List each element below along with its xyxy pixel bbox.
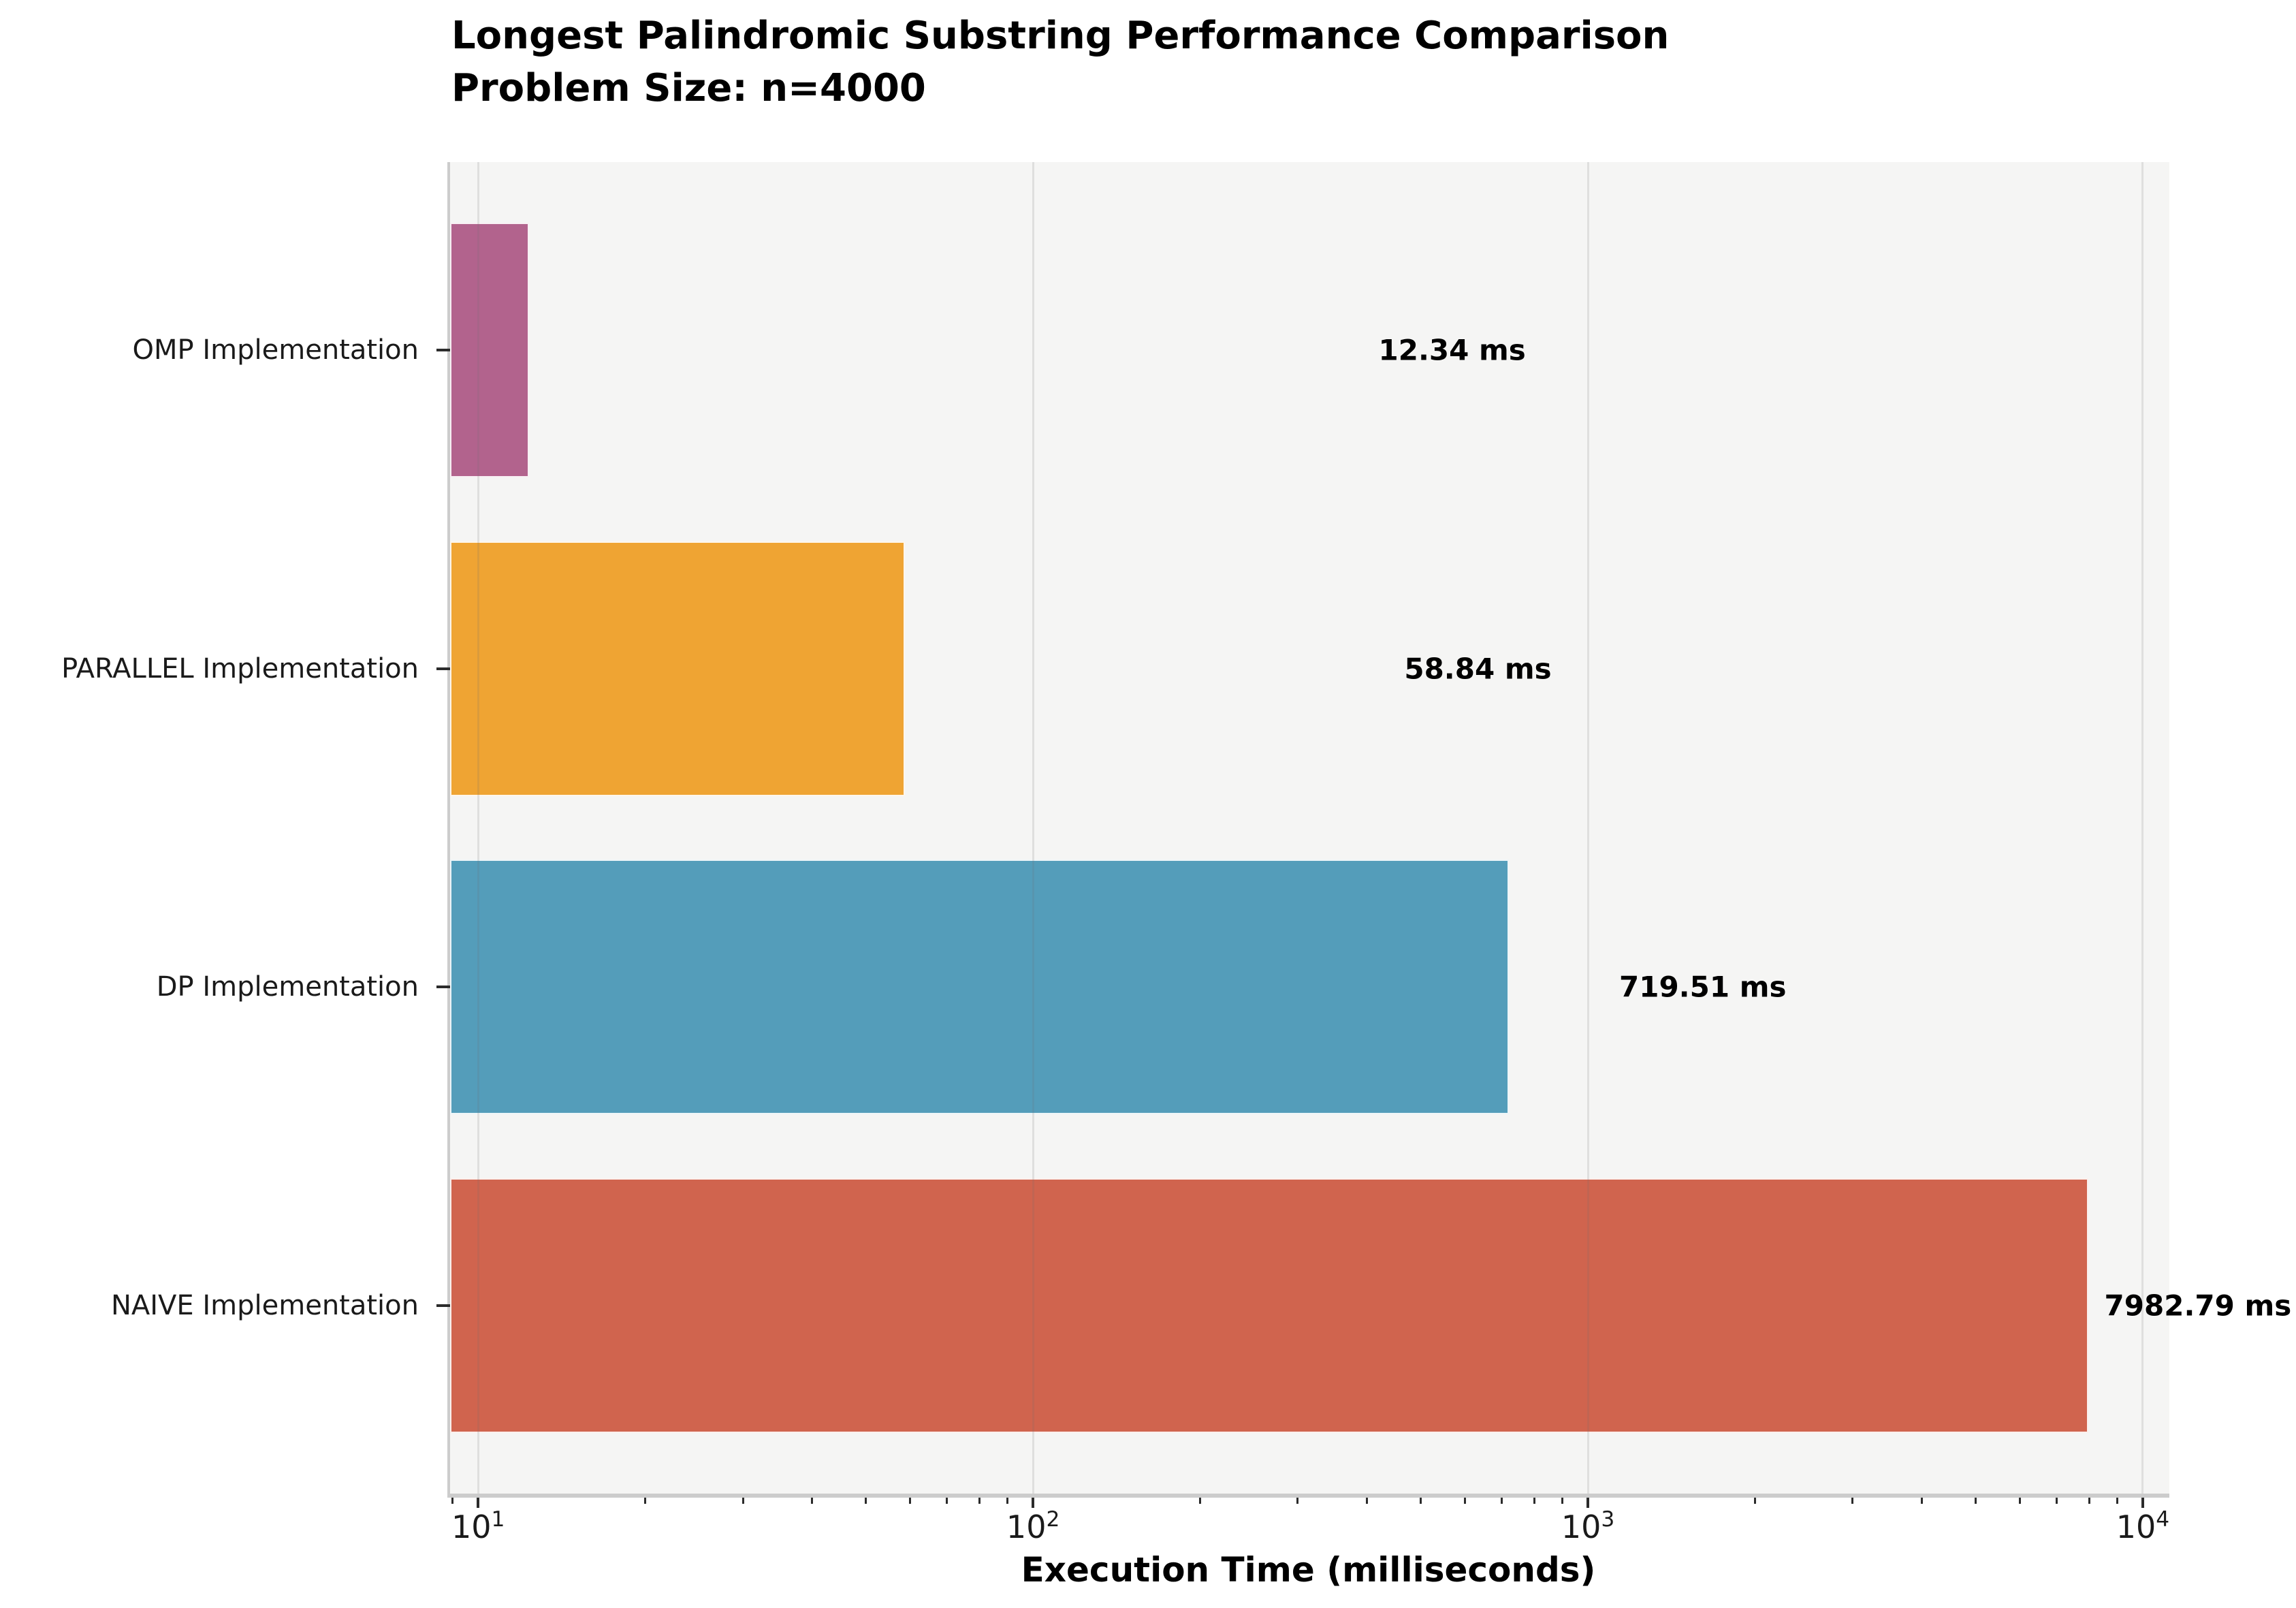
x-minor-tick [1006, 1498, 1009, 1504]
x-minor-tick [2116, 1498, 2119, 1504]
x-minor-tick [1463, 1498, 1466, 1504]
x-minor-tick [742, 1498, 744, 1504]
x-major-tick [477, 1498, 480, 1508]
x-minor-tick [1753, 1498, 1756, 1504]
gridline [477, 162, 479, 1494]
x-tick-label: 103 [1561, 1507, 1615, 1546]
x-tick-label: 104 [2116, 1507, 2170, 1546]
x-minor-tick [451, 1498, 454, 1504]
y-tick-label-parallel-implementation: PARALLEL Implementation [61, 652, 419, 684]
x-minor-tick [908, 1498, 911, 1504]
x-minor-tick [1366, 1498, 1369, 1504]
y-tick-label-omp-implementation: OMP Implementation [132, 334, 419, 366]
x-minor-tick [1198, 1498, 1201, 1504]
x-minor-tick [2056, 1498, 2058, 1504]
x-major-tick [1587, 1498, 1590, 1508]
y-tick-mark [436, 1304, 450, 1308]
x-minor-tick [1921, 1498, 1924, 1504]
y-tick-mark [436, 348, 450, 351]
bar-value-label-dp-implementation: 719.51 ms [1619, 970, 1787, 1004]
chart-title: Longest Palindromic Substring Performanc… [451, 10, 1669, 114]
x-axis-label: Execution Time (milliseconds) [1021, 1550, 1596, 1590]
gridline [1587, 162, 1589, 1494]
bar-omp-implementation [450, 222, 529, 478]
x-minor-tick [1851, 1498, 1854, 1504]
x-minor-tick [811, 1498, 814, 1504]
x-minor-tick [2088, 1498, 2090, 1504]
y-tick-label-naive-implementation: NAIVE Implementation [110, 1290, 419, 1322]
x-major-tick [1032, 1498, 1035, 1508]
chart-title-line2: Problem Size: n=4000 [451, 66, 926, 110]
x-minor-tick [2018, 1498, 2021, 1504]
x-minor-tick [1296, 1498, 1299, 1504]
x-minor-tick [1501, 1498, 1503, 1504]
x-minor-tick [1561, 1498, 1564, 1504]
bar-value-label-omp-implementation: 12.34 ms [1378, 333, 1526, 367]
x-major-tick [2141, 1498, 2144, 1508]
y-tick-label-dp-implementation: DP Implementation [156, 971, 419, 1003]
x-tick-label: 102 [1006, 1507, 1060, 1546]
gridline [2141, 162, 2144, 1494]
x-minor-tick [1975, 1498, 1977, 1504]
y-tick-mark [436, 986, 450, 989]
bar-value-label-parallel-implementation: 58.84 ms [1404, 652, 1552, 686]
bar-dp-implementation [450, 860, 1509, 1115]
x-minor-tick [1420, 1498, 1422, 1504]
x-tick-label: 101 [451, 1507, 505, 1546]
bar-value-label-naive-implementation: 7982.79 ms [2104, 1289, 2292, 1323]
y-tick-mark [436, 667, 450, 670]
x-minor-tick [644, 1498, 647, 1504]
x-minor-tick [978, 1498, 980, 1504]
x-minor-tick [946, 1498, 948, 1504]
gridline [1032, 162, 1034, 1494]
chart-title-line1: Longest Palindromic Substring Performanc… [451, 14, 1670, 58]
x-minor-tick [1533, 1498, 1535, 1504]
x-minor-tick [865, 1498, 867, 1504]
bar-naive-implementation [450, 1178, 2089, 1434]
bar-parallel-implementation [450, 541, 906, 796]
